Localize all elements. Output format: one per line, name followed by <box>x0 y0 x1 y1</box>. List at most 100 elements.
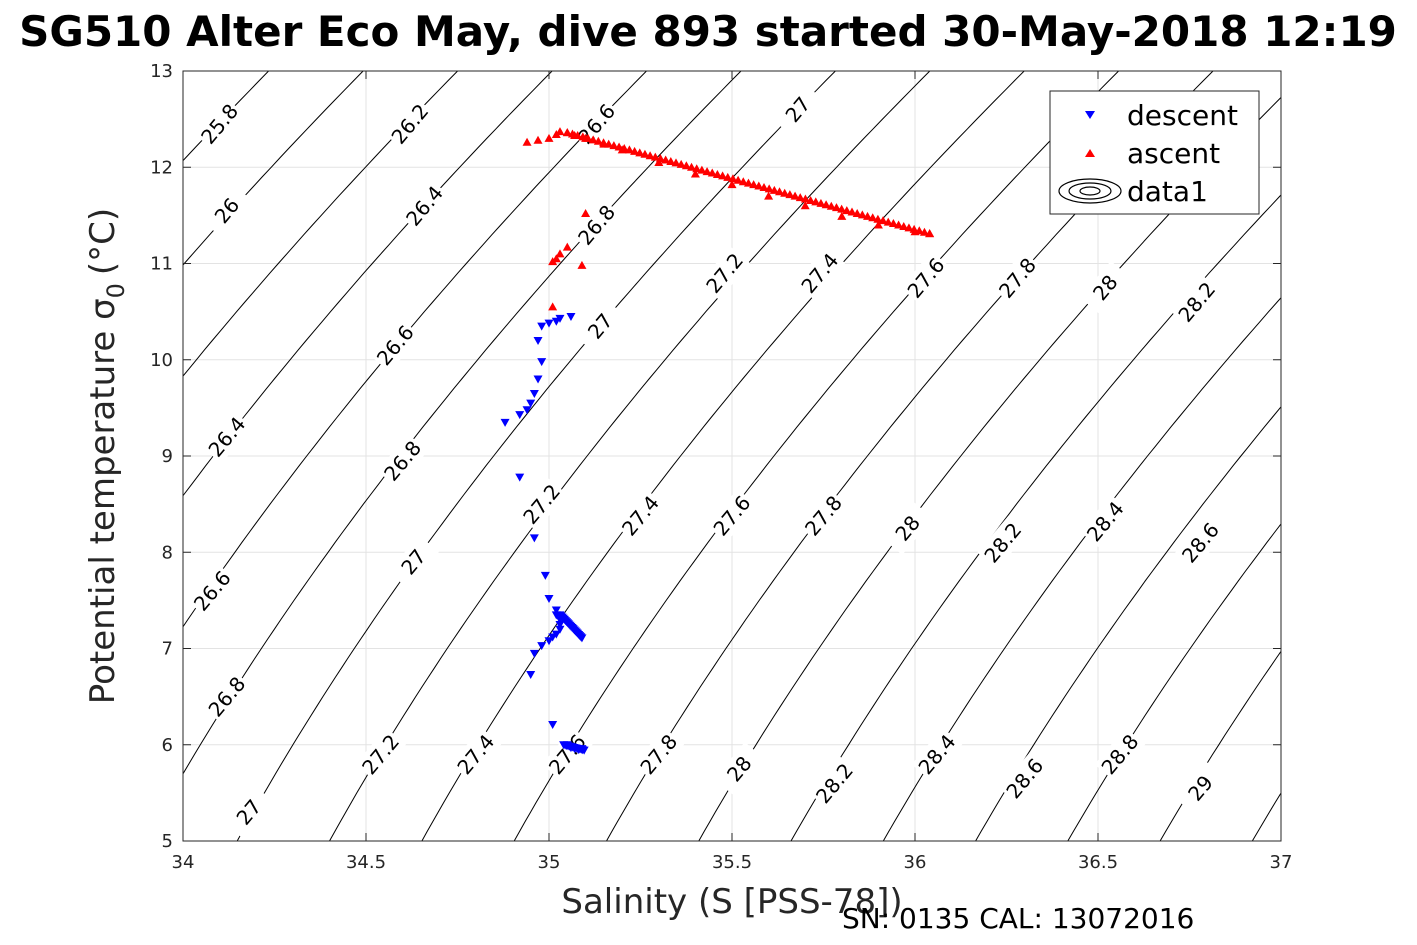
ascent-point <box>925 229 935 238</box>
ascent-point <box>743 178 753 187</box>
ascent-point <box>759 182 769 191</box>
ascent-point <box>533 135 543 144</box>
legend-descent-label: descent <box>1127 99 1238 132</box>
descent-point <box>529 649 539 658</box>
descent-point <box>540 571 550 580</box>
contour-label-bg <box>1175 761 1226 815</box>
ascent-point <box>764 191 774 200</box>
x-tick-label: 36 <box>904 852 927 873</box>
descent-point <box>579 746 589 755</box>
descent-point <box>533 337 543 345</box>
ascent-point <box>690 169 700 178</box>
chart-title: SG510 Alter Eco May, dive 893 started 30… <box>19 7 1397 56</box>
contour-label-bg <box>377 434 428 488</box>
descent-point <box>544 594 554 603</box>
contour-label-bg <box>201 410 253 464</box>
contour-label-bg <box>809 756 860 810</box>
ascent-point <box>852 208 862 217</box>
ascent-point <box>816 198 826 207</box>
ascent-point <box>831 203 841 212</box>
ascent-point <box>914 226 924 235</box>
contour-label-bg <box>900 251 952 305</box>
ascent-point <box>681 161 691 170</box>
y-tick-label: 11 <box>150 254 173 275</box>
descent-point <box>566 312 576 321</box>
contour-label-bg <box>201 669 253 724</box>
ascent-point <box>769 185 779 194</box>
ascent-point <box>790 191 800 200</box>
ascent-point <box>738 177 748 186</box>
ascent-point <box>733 175 743 184</box>
legend-contour-icon <box>1058 178 1122 204</box>
density-contour-line <box>183 71 648 628</box>
descent-series <box>500 312 589 755</box>
contour-label-bg <box>772 82 824 137</box>
contour-label-bg <box>713 742 765 796</box>
density-contour-line <box>882 296 1281 841</box>
ascent-point <box>619 143 629 152</box>
ascent-point <box>837 204 847 213</box>
ascent-point <box>878 216 888 225</box>
ascent-point <box>697 165 707 174</box>
ascent-point <box>857 210 867 219</box>
contour-label-bg <box>384 97 436 151</box>
contour-label-bg <box>450 727 502 782</box>
ascent-point <box>548 257 558 266</box>
ascent-point <box>919 227 929 236</box>
contour-label-bg <box>355 727 407 782</box>
ascent-point <box>873 220 883 229</box>
ascent-point <box>702 167 712 176</box>
ascent-point <box>583 133 593 142</box>
ascent-point <box>712 169 722 178</box>
ascent-point <box>548 302 558 311</box>
ascent-point <box>588 135 598 144</box>
descent-point <box>551 606 561 615</box>
density-contour-line <box>975 406 1281 841</box>
contour-label-bg <box>399 179 450 233</box>
ascent-point <box>728 174 738 183</box>
descent-point <box>544 637 554 646</box>
ascent-point <box>780 188 790 197</box>
y-axis-label-main: Potential temperature σ <box>83 298 123 704</box>
ascent-point <box>785 190 795 199</box>
density-contour-line <box>790 194 1281 841</box>
ascent-series <box>522 127 935 311</box>
ascent-point <box>863 211 873 220</box>
ascent-point <box>609 141 619 150</box>
ascent-point <box>899 221 909 230</box>
ascent-point <box>727 180 737 189</box>
ascent-point <box>573 130 583 139</box>
ascent-point <box>671 158 681 167</box>
descent-point <box>537 358 547 367</box>
descent-point <box>537 642 547 651</box>
density-contour-line <box>183 71 459 377</box>
ascent-point <box>640 149 650 158</box>
ascent-point <box>800 194 810 203</box>
y-tick-label: 8 <box>162 542 173 563</box>
ascent-point <box>764 184 774 193</box>
descent-point <box>529 534 539 543</box>
x-axis-ticks: 34 34.5 35 35.5 36 36.5 37 <box>172 71 1293 873</box>
ascent-point <box>754 181 764 190</box>
density-contour-line <box>236 71 837 841</box>
ascent-point <box>544 133 554 142</box>
contour-label-bg <box>882 501 934 555</box>
ascent-point <box>635 148 645 157</box>
ascent-point <box>599 138 609 147</box>
ascent-point <box>806 195 816 204</box>
ascent-point <box>800 201 810 210</box>
contour-label-bg <box>1175 515 1226 570</box>
ascent-point <box>888 219 898 228</box>
contour-label-bg <box>794 246 846 300</box>
contour-label-bg <box>706 488 758 543</box>
contour-label-bg <box>516 477 568 531</box>
descent-point <box>526 399 536 408</box>
x-tick-label: 37 <box>1270 852 1293 873</box>
contour-label-bg <box>369 318 421 373</box>
contour-label-bg <box>999 751 1051 806</box>
ascent-point <box>578 132 588 141</box>
descent-point <box>555 625 565 634</box>
contour-label-bg <box>992 251 1043 305</box>
descent-point <box>544 319 554 328</box>
